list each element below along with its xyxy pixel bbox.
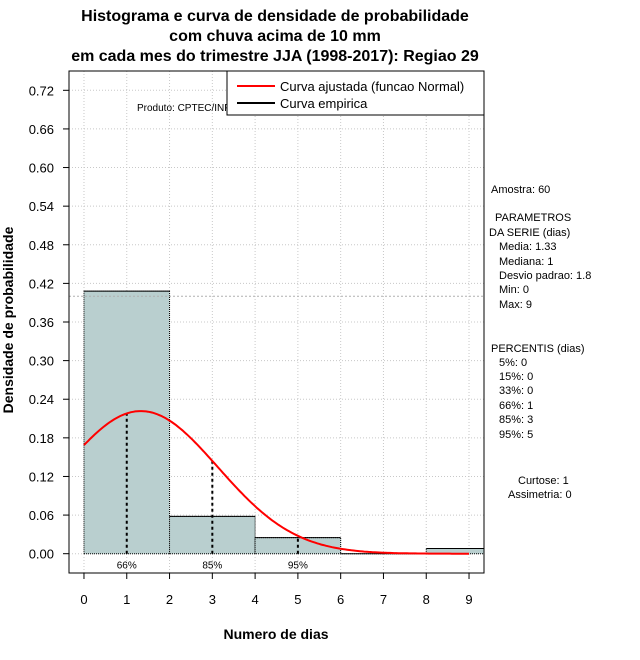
stat-p15: 15%: 0 [499,371,533,383]
legend-label-normal: Curva ajustada (funcao Normal) [280,79,464,94]
y-tick-label: 0.30 [29,354,54,369]
stat-curtose: Curtose: 1 [518,475,569,487]
x-tick-label: 3 [209,592,216,607]
x-tick-label: 0 [80,592,87,607]
y-tick-label: 0.12 [29,469,54,484]
y-tick-label: 0.06 [29,508,54,523]
y-tick-label: 0.48 [29,238,54,253]
chart-title-line-1: Histograma e curva de densidade de proba… [81,8,469,25]
stat-media: Media: 1.33 [499,241,556,253]
stat-p5: 5%: 0 [499,357,527,369]
x-tick-label: 8 [423,592,430,607]
chart-title-line-3: em cada mes do trimestre JJA (1998-2017)… [71,48,479,65]
y-tick-label: 0.42 [29,276,54,291]
stat-p85: 85%: 3 [499,414,533,426]
normal-curve [83,410,469,555]
stat-params-title-1: PARAMETROS [495,212,571,224]
y-tick-label: 0.72 [29,83,54,98]
legend: Curva ajustada (funcao Normal) Curva emp… [226,70,485,116]
histogram-bars [83,290,485,555]
y-axis: 0.00 0.06 0.12 0.18 0.24 0.30 0.36 0.42 0.48 0.54… [29,83,69,562]
percentile-lines: 66% 85% 95% [117,413,308,572]
stat-desvio: Desvio padrao: 1.8 [499,270,591,282]
histogram-bar [426,548,484,554]
x-axis-title: Numero de dias [223,626,328,642]
y-tick-label: 0.36 [29,315,54,330]
stat-params-title-2: DA SERIE (dias) [489,227,570,239]
side-panel: Amostra: 60 PARAMETROS DA SERIE (dias) M… [489,184,591,501]
legend-label-empirical: Curva empirica [280,96,368,111]
chart-title-line-2: com chuva acima de 10 mm [169,28,381,45]
y-tick-label: 0.54 [29,199,54,214]
y-tick-label: 0.24 [29,392,54,407]
stat-p66: 66%: 1 [499,400,533,412]
stat-assimetria: Assimetria: 0 [508,489,572,501]
y-tick-label: 0.18 [29,431,54,446]
x-tick-label: 6 [337,592,344,607]
x-tick-label: 7 [380,592,387,607]
percentile-label: 85% [202,561,222,572]
x-axis: 0 1 2 3 4 5 6 7 8 9 [80,573,473,607]
y-tick-label: 0.66 [29,122,54,137]
stat-p33: 33%: 0 [499,385,533,397]
percentile-label: 95% [288,561,308,572]
legend-box [226,70,485,116]
histogram-bar [83,291,170,554]
stat-percentis-title: PERCENTIS (dias) [491,343,585,355]
stat-mediana: Mediana: 1 [499,256,553,268]
credit-label: Produto: CPTEC/INPE [137,103,238,114]
stat-p95: 95%: 5 [499,429,533,441]
x-tick-label: 1 [123,592,130,607]
x-tick-label: 4 [251,592,258,607]
y-tick-label: 0.00 [29,547,54,562]
stat-min: Min: 0 [499,284,529,296]
x-tick-label: 5 [294,592,301,607]
stat-sample: Amostra: 60 [491,184,550,196]
x-tick-label: 2 [166,592,173,607]
x-tick-label: 9 [465,592,472,607]
percentile-label: 66% [117,561,137,572]
y-tick-label: 0.60 [29,161,54,176]
y-axis-title: Densidade de probabilidade [0,226,16,413]
stat-max: Max: 9 [499,299,532,311]
